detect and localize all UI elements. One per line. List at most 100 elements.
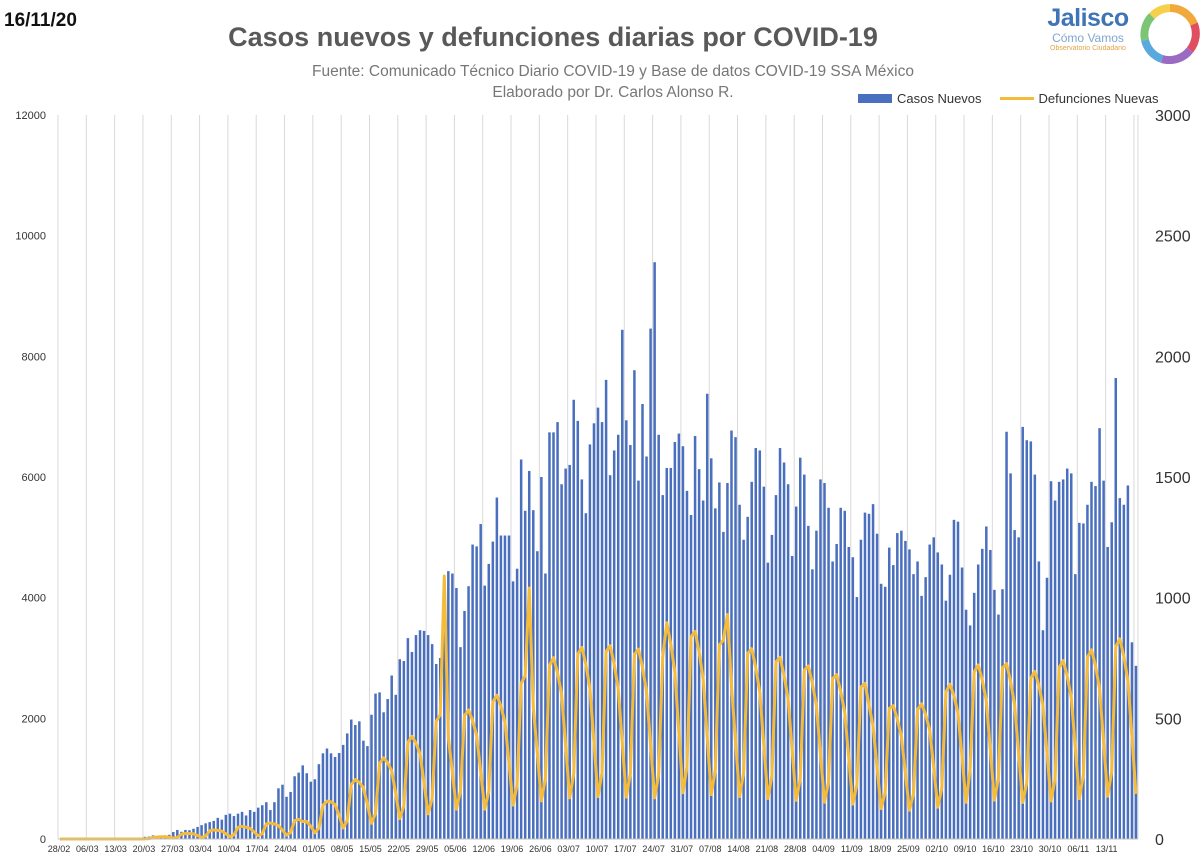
bar-casos-nuevos xyxy=(337,753,341,839)
y-right-tick-label: 0 xyxy=(1155,832,1164,849)
x-tick-label: 18/09 xyxy=(869,844,892,854)
bar-casos-nuevos xyxy=(653,262,656,840)
x-tick-label: 17/04 xyxy=(246,844,269,854)
bar-casos-nuevos xyxy=(313,779,317,839)
y-right-tick-label: 500 xyxy=(1155,711,1182,728)
bar-casos-nuevos xyxy=(285,796,288,839)
logo-main-text: Jalisco xyxy=(1047,4,1129,32)
bar-casos-nuevos xyxy=(851,557,855,839)
bar-casos-nuevos xyxy=(281,784,284,839)
legend-label-cases: Casos Nuevos xyxy=(897,91,982,106)
x-tick-label: 25/09 xyxy=(897,844,920,854)
bar-casos-nuevos xyxy=(495,497,499,839)
bar-casos-nuevos xyxy=(778,448,782,839)
x-tick-label: 20/03 xyxy=(133,844,156,854)
bar-casos-nuevos xyxy=(936,552,940,839)
bar-casos-nuevos xyxy=(588,444,592,839)
bar-casos-nuevos xyxy=(908,549,911,839)
bar-casos-nuevos xyxy=(815,530,818,839)
bar-casos-nuevos xyxy=(248,810,252,839)
bar-casos-nuevos xyxy=(616,434,620,839)
bar-casos-nuevos xyxy=(762,486,766,839)
x-tick-label: 05/06 xyxy=(444,844,467,854)
bar-casos-nuevos xyxy=(426,635,430,839)
y-left-tick-label: 0 xyxy=(40,834,46,846)
chart-author: Elaborado por Dr. Carlos Alonso R. xyxy=(492,84,734,101)
legend-label-deaths: Defunciones Nuevas xyxy=(1038,91,1159,106)
bar-casos-nuevos xyxy=(564,468,567,839)
bar-casos-nuevos xyxy=(879,583,883,839)
x-tick-label: 30/10 xyxy=(1039,844,1062,854)
bar-casos-nuevos xyxy=(265,802,268,839)
bar-casos-nuevos xyxy=(758,450,762,839)
chart-legend: Casos Nuevos Defunciones Nuevas xyxy=(858,91,1159,106)
x-tick-label: 11/09 xyxy=(841,844,863,854)
bar-casos-nuevos xyxy=(1033,474,1037,839)
bar-casos-nuevos xyxy=(366,746,369,839)
bar-casos-nuevos xyxy=(1082,523,1085,839)
y-left-tick-label: 12000 xyxy=(15,110,46,122)
bar-casos-nuevos xyxy=(839,507,842,839)
bar-casos-nuevos xyxy=(621,329,624,839)
bar-casos-nuevos xyxy=(892,565,895,839)
bar-casos-nuevos xyxy=(584,513,588,839)
x-tick-label: 21/08 xyxy=(756,844,779,854)
bar-casos-nuevos xyxy=(734,437,737,839)
y-left-tick-label: 6000 xyxy=(22,472,46,484)
bar-casos-nuevos xyxy=(345,733,349,839)
x-tick-label: 28/08 xyxy=(784,844,807,854)
x-tick-label: 27/03 xyxy=(161,844,184,854)
bar-casos-nuevos xyxy=(580,479,584,839)
bar-casos-nuevos xyxy=(754,448,758,839)
bar-casos-nuevos xyxy=(519,459,523,839)
bar-casos-nuevos xyxy=(705,393,709,839)
bar-casos-nuevos xyxy=(900,530,903,839)
bar-casos-nuevos xyxy=(414,635,418,839)
x-tick-label: 09/10 xyxy=(954,844,977,854)
bar-casos-nuevos xyxy=(576,420,580,839)
bar-casos-nuevos xyxy=(544,573,547,839)
bar-casos-nuevos xyxy=(196,826,199,839)
bar-casos-nuevos xyxy=(968,625,972,839)
legend-swatch-deaths xyxy=(999,97,1034,100)
date-label: 16/11/20 xyxy=(4,10,77,31)
bar-casos-nuevos xyxy=(608,475,612,839)
bar-casos-nuevos xyxy=(932,537,935,839)
bar-casos-nuevos xyxy=(629,445,632,839)
bar-casos-nuevos xyxy=(398,659,402,839)
bar-casos-nuevos xyxy=(981,548,984,839)
bar-casos-nuevos xyxy=(960,567,964,839)
bar-casos-nuevos xyxy=(1049,481,1053,839)
bar-casos-nuevos xyxy=(596,407,600,839)
bar-casos-nuevos xyxy=(803,474,806,839)
bar-casos-nuevos xyxy=(200,825,203,839)
x-tick-label: 04/09 xyxy=(812,844,835,854)
bar-casos-nuevos xyxy=(487,563,491,839)
bar-casos-nuevos xyxy=(1057,481,1061,839)
chart-subtitle: Fuente: Comunicado Técnico Diario COVID-… xyxy=(312,63,914,80)
bar-casos-nuevos xyxy=(637,480,640,839)
bar-casos-nuevos xyxy=(952,519,956,839)
bar-casos-nuevos xyxy=(515,568,519,839)
bar-casos-nuevos xyxy=(443,604,446,839)
bar-casos-nuevos xyxy=(499,535,503,839)
bar-casos-nuevos xyxy=(920,595,923,839)
bar-casos-nuevos xyxy=(394,694,398,839)
bar-casos-nuevos xyxy=(964,609,968,839)
bar-casos-nuevos xyxy=(172,832,175,839)
y-left-tick-label: 8000 xyxy=(22,351,46,363)
bar-casos-nuevos xyxy=(317,764,321,839)
jalisco-como-vamos-logo: Jalisco Cómo Vamos Observatorio Ciudadan… xyxy=(1038,4,1200,66)
bar-casos-nuevos xyxy=(406,638,410,839)
x-tick-label: 10/07 xyxy=(586,844,609,854)
bar-casos-nuevos xyxy=(847,546,851,839)
bar-casos-nuevos xyxy=(1078,522,1081,839)
bar-casos-nuevos xyxy=(228,813,232,839)
y-left-tick-label: 2000 xyxy=(22,713,46,725)
bar-casos-nuevos xyxy=(540,477,543,839)
bar-casos-nuevos xyxy=(592,423,596,839)
bar-casos-nuevos xyxy=(438,658,442,839)
x-tick-label: 13/03 xyxy=(104,844,127,854)
x-tick-label: 26/06 xyxy=(529,844,552,854)
